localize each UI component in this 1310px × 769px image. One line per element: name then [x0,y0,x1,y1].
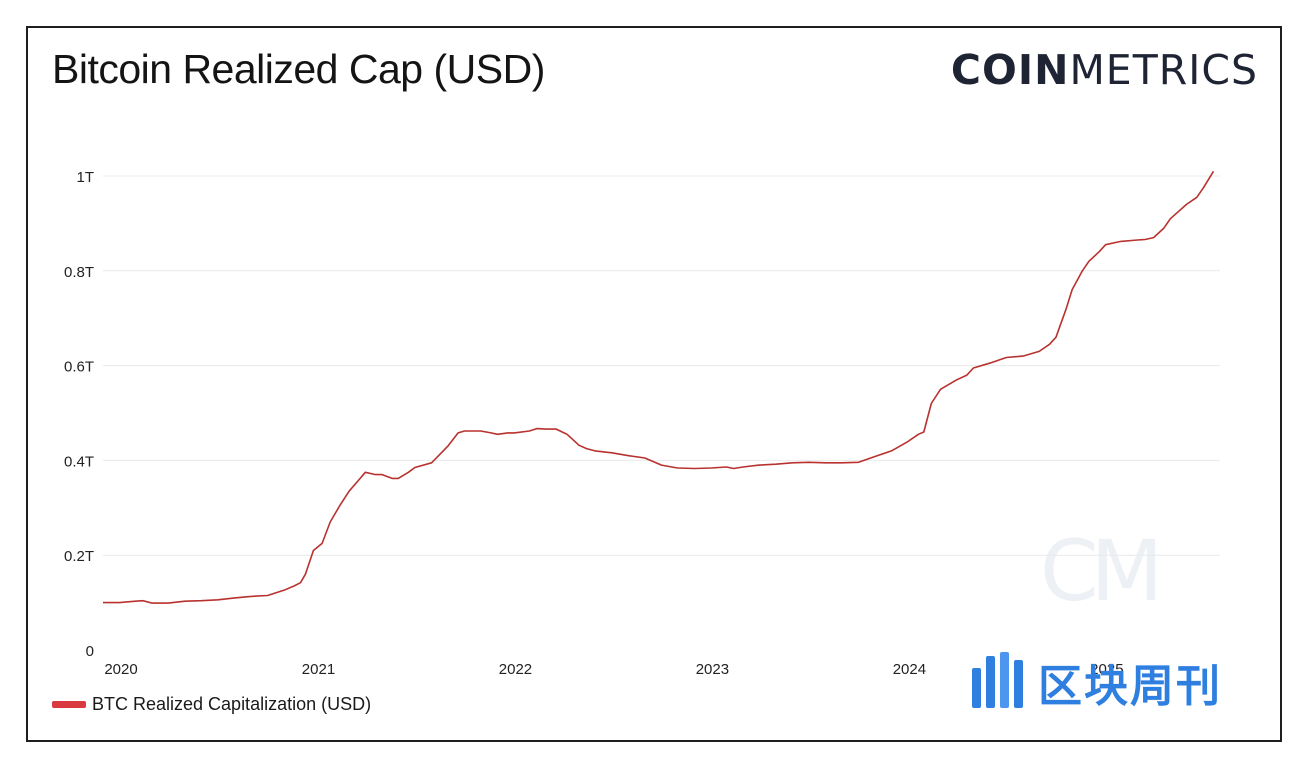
x-axis-ticks: 2020 2021 2022 2023 2024 2025 [104,661,1123,678]
x-tick-label: 2025 [1090,661,1123,678]
legend-label: BTC Realized Capitalization (USD) [92,694,372,714]
y-tick-label: 0.6T [64,359,94,376]
logo-bold-part: COIN [950,46,1070,94]
x-tick-label: 2024 [893,661,926,678]
y-tick-label: 0 [86,643,94,660]
y-tick-label: 0.2T [64,548,94,565]
y-tick-label: 0.8T [64,264,94,281]
x-tick-label: 2021 [302,661,335,678]
x-tick-label: 2022 [499,661,532,678]
bars-logo-icon [970,650,1026,714]
badge-text: 区块周刊 [1038,661,1222,712]
chart-legend: BTC Realized Capitalization (USD) [52,694,371,715]
x-tick-label: 2020 [104,661,137,678]
series-layer [103,170,1215,604]
y-tick-label: 0.4T [64,453,94,470]
source-watermark-badge: 区块周刊 [970,650,1222,714]
x-tick-label: 2023 [696,661,729,678]
cm-watermark: CM [1040,522,1163,620]
logo-light-part: METRICS [1069,46,1258,94]
chart-frame [26,26,1282,742]
grid-lines [103,175,1220,556]
y-axis-ticks: 0 0.2T 0.4T 0.6T 0.8T 1T [64,169,94,660]
chart-title: Bitcoin Realized Cap (USD) [52,46,545,92]
series-line [103,170,1215,604]
y-tick-label: 1T [76,169,94,186]
coinmetrics-logo: COINMETRICS [951,46,1258,94]
legend-swatch [52,701,86,708]
